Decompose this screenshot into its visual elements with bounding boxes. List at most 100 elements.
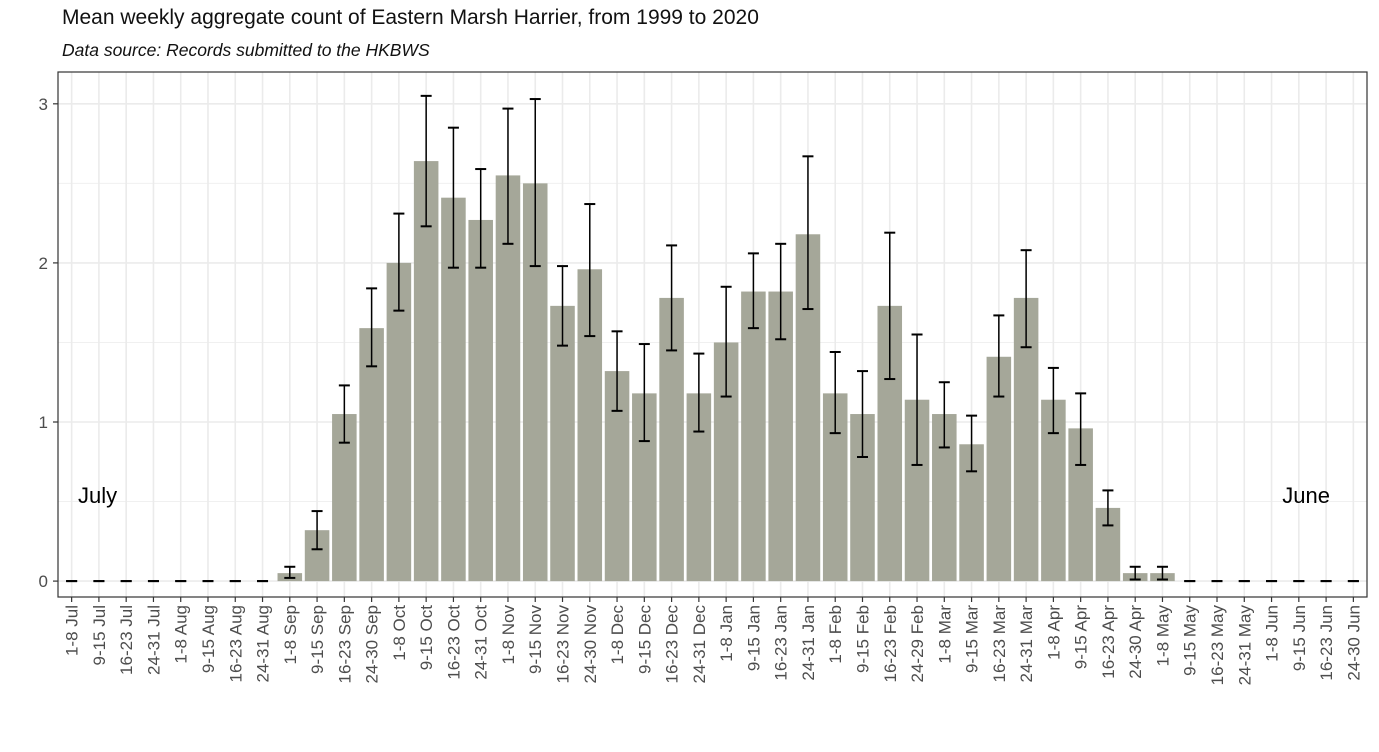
error-bar	[693, 352, 705, 433]
x-tick-label: 1-8 Apr	[1044, 605, 1063, 660]
x-tick-label: 24-31 Jan	[799, 605, 818, 681]
x-tick-label: 16-23 Mar	[990, 605, 1009, 683]
x-tick-label: 24-29 Feb	[908, 605, 927, 683]
x-tick-label: 16-23 Nov	[554, 605, 573, 684]
x-tick-label: 16-23 Jul	[117, 605, 136, 675]
x-tick-label: 1-8 Mar	[935, 605, 954, 664]
y-tick-label: 2	[39, 254, 48, 273]
x-tick-label: 1-8 Jun	[1263, 605, 1282, 662]
error-bar	[666, 244, 678, 352]
x-tick-label: 9-15 Jan	[744, 605, 763, 671]
x-axis: 1-8 Jul 9-15 Jul 16-23 Jul 24-31 Jul 1-8 Aug…	[63, 597, 1363, 686]
error-bar	[529, 98, 541, 268]
x-tick-label: 9-15 Jun	[1290, 605, 1309, 671]
error-bar	[775, 242, 787, 341]
x-tick-label: 1-8 Oct	[390, 605, 409, 661]
x-tick-label: 9-15 Feb	[853, 605, 872, 673]
x-tick-label: 9-15 Jul	[90, 605, 109, 665]
bar	[359, 328, 384, 582]
x-tick-label: 24-31 May	[1235, 605, 1254, 686]
x-tick-label: 16-23 Oct	[444, 605, 463, 680]
x-tick-label: 24-30 Sep	[363, 605, 382, 683]
x-tick-label: 1-8 Sep	[281, 605, 300, 665]
x-tick-label: 16-23 Dec	[663, 605, 682, 684]
error-bars	[66, 94, 1359, 583]
bar	[468, 219, 493, 582]
error-bar	[720, 285, 732, 398]
error-bar	[447, 126, 459, 269]
x-tick-label: 9-15 Oct	[417, 605, 436, 670]
bar	[741, 291, 766, 582]
x-tick-label: 1-8 Aug	[172, 605, 191, 664]
error-bar	[1047, 366, 1059, 435]
x-tick-label: 16-23 May	[1208, 605, 1227, 686]
plot-border	[57, 71, 1368, 598]
y-axis: 0 1 2 3	[39, 95, 58, 591]
error-bar	[1075, 392, 1087, 466]
x-tick-label: 24-31 Mar	[1017, 605, 1036, 683]
x-tick-label: 16-23 Sep	[335, 605, 354, 683]
x-tick-label: 9-15 Apr	[1072, 605, 1091, 670]
error-bar	[311, 510, 323, 551]
x-tick-label: 9-15 Mar	[963, 605, 982, 673]
error-bar	[366, 287, 378, 368]
error-bar	[1156, 565, 1168, 581]
error-bar	[1102, 489, 1114, 527]
chart-title: Mean weekly aggregate count of Eastern M…	[62, 6, 759, 29]
x-tick-label: 16-23 Jan	[772, 605, 791, 681]
error-bar	[393, 212, 405, 312]
x-tick-label: 1-8 Dec	[608, 605, 627, 665]
x-tick-label: 9-15 May	[1181, 605, 1200, 676]
bar	[413, 161, 439, 582]
x-tick-label: 24-30 Apr	[1126, 605, 1145, 679]
error-bar	[1020, 249, 1032, 349]
y-tick-label: 0	[39, 572, 48, 591]
x-tick-label: 9-15 Dec	[635, 605, 654, 674]
error-bar	[938, 381, 950, 449]
bar	[550, 305, 575, 582]
error-bar	[638, 343, 650, 443]
x-tick-label: 9-15 Aug	[199, 605, 218, 673]
x-tick-label: 24-30 Nov	[581, 605, 600, 684]
error-bar	[284, 565, 296, 579]
x-tick-label: 16-23 Apr	[1099, 605, 1118, 679]
error-bar	[584, 203, 596, 338]
x-tick-label: 1-8 Jul	[63, 605, 82, 656]
error-bar	[1129, 565, 1141, 581]
x-tick-label: 24-31 Jul	[144, 605, 163, 675]
error-bar	[993, 314, 1005, 398]
error-bar	[611, 330, 623, 412]
error-bar	[420, 94, 432, 228]
chart-subtitle: Data source: Records submitted to the HK…	[62, 40, 430, 60]
x-tick-label: 1-8 Feb	[826, 605, 845, 664]
error-bar	[802, 155, 814, 311]
x-tick-label: 16-23 Feb	[881, 605, 900, 683]
y-tick-label: 3	[39, 95, 48, 114]
error-bar	[502, 107, 514, 245]
x-tick-label: 24-31 Oct	[472, 605, 491, 680]
x-tick-label: 16-23 Jun	[1317, 605, 1336, 681]
error-bar	[829, 351, 841, 435]
annotation-june: June	[1282, 483, 1330, 508]
error-bar	[966, 414, 978, 473]
x-tick-label: 1-8 May	[1153, 605, 1172, 667]
bar	[386, 262, 412, 582]
error-bar	[338, 384, 350, 444]
x-tick-label: 16-23 Aug	[226, 605, 245, 683]
error-bar	[475, 168, 487, 269]
x-tick-label: 1-8 Nov	[499, 605, 518, 665]
x-tick-label: 24-31 Aug	[254, 605, 273, 683]
x-tick-label: 1-8 Jan	[717, 605, 736, 662]
plot-panel	[58, 72, 1367, 597]
y-tick-label: 1	[39, 413, 48, 432]
error-bar	[911, 333, 923, 466]
x-tick-label: 24-30 Jun	[1344, 605, 1363, 681]
error-bar	[856, 370, 868, 458]
x-tick-label: 9-15 Nov	[526, 605, 545, 674]
error-bar	[747, 252, 759, 330]
annotation-july: July	[78, 483, 117, 508]
x-tick-label: 9-15 Sep	[308, 605, 327, 674]
error-bar	[557, 265, 569, 347]
error-bar	[884, 231, 896, 381]
